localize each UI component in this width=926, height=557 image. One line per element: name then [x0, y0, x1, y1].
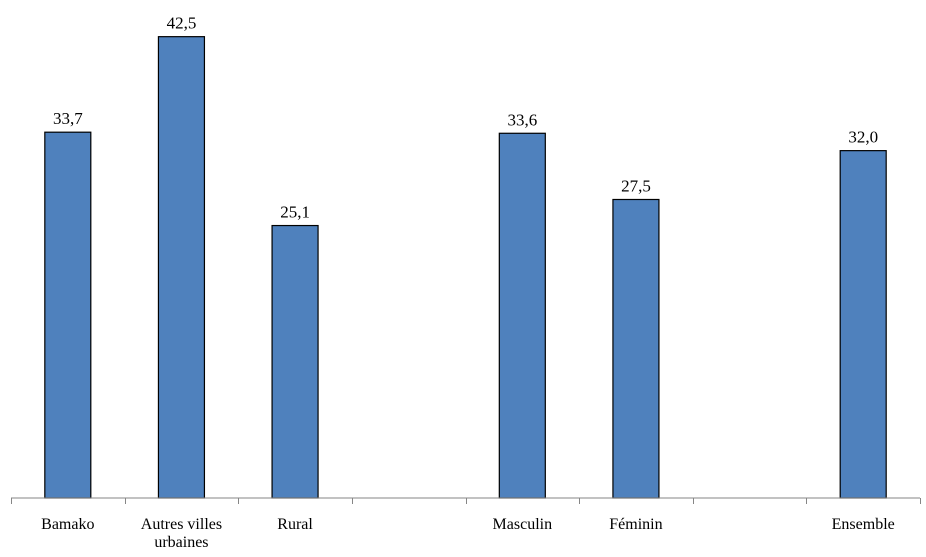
category-label: Bamako — [41, 516, 94, 533]
category-label: Masculin — [493, 516, 553, 533]
category-label: Féminin — [609, 516, 662, 533]
bar-5 — [498, 132, 546, 499]
data-label: 33,7 — [53, 109, 83, 128]
data-label: 25,1 — [280, 203, 310, 222]
bar-3 — [271, 224, 319, 499]
bar-6 — [612, 198, 660, 499]
value-labels-group: 33,7 42,5 25,1 33,6 27,5 32,0 — [53, 14, 878, 222]
bar-2 — [157, 36, 206, 499]
category-label: Autres villes — [141, 516, 222, 533]
bars-group — [44, 36, 887, 499]
bar-8 — [839, 150, 887, 499]
category-label: Ensemble — [832, 516, 895, 533]
bar-1 — [44, 131, 92, 499]
data-label: 27,5 — [621, 176, 651, 195]
data-label: 32,0 — [848, 128, 878, 147]
data-label: 33,6 — [507, 110, 537, 129]
category-label: Rural — [277, 516, 313, 533]
x-axis — [11, 497, 921, 504]
data-label: 42,5 — [167, 14, 197, 33]
category-label: urbaines — [154, 534, 208, 551]
